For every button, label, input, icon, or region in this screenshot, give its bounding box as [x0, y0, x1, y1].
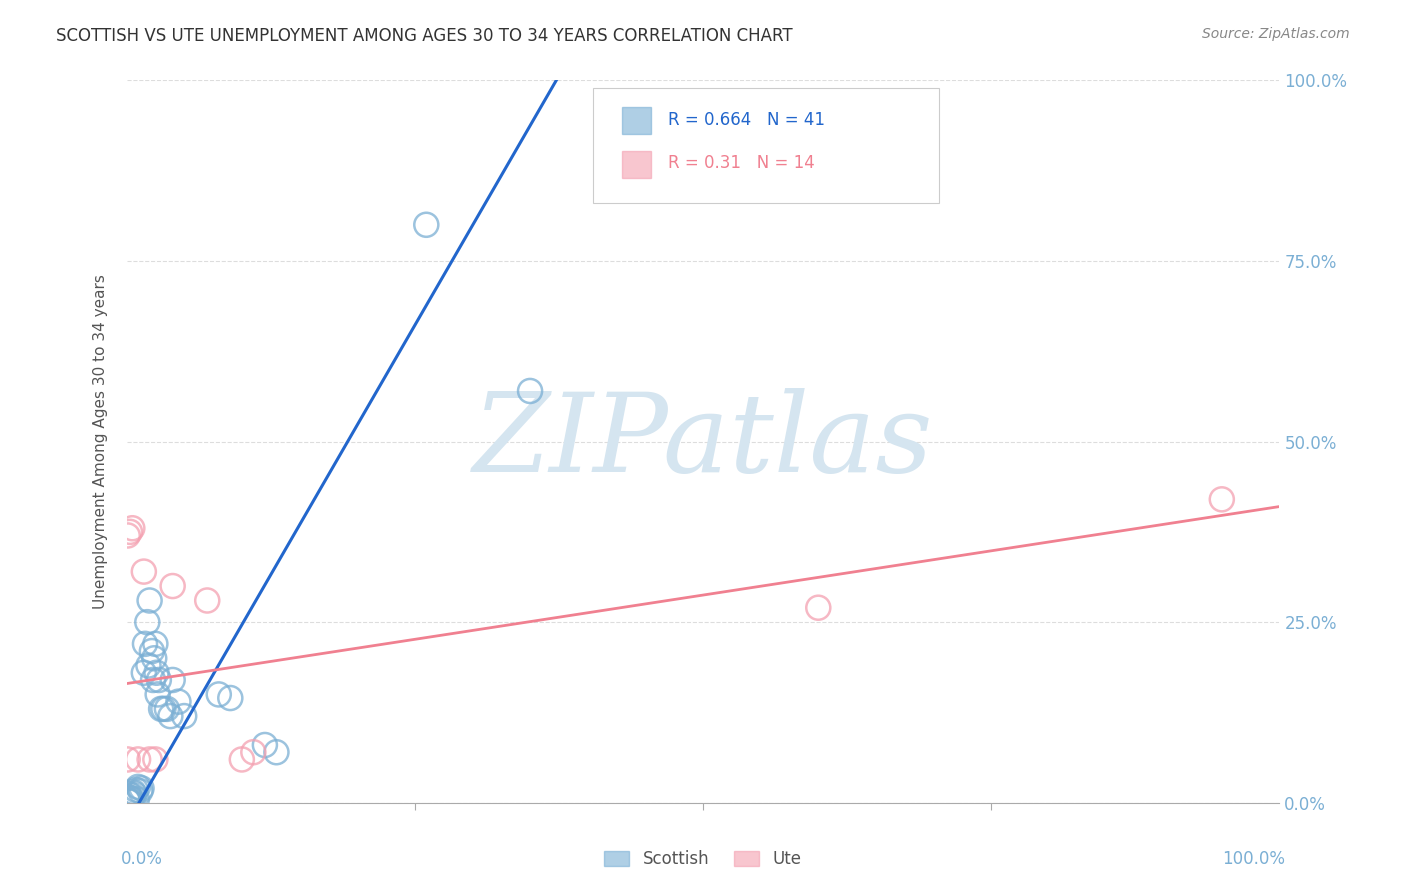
Point — [132, 565, 155, 579]
Point — [121, 521, 143, 535]
Point — [121, 789, 143, 803]
Point — [266, 745, 288, 759]
Point — [124, 787, 146, 801]
Point — [117, 790, 139, 805]
Point — [150, 702, 173, 716]
Point — [141, 644, 163, 658]
Point — [208, 687, 231, 701]
Point — [1211, 492, 1233, 507]
Text: SCOTTISH VS UTE UNEMPLOYMENT AMONG AGES 30 TO 34 YEARS CORRELATION CHART: SCOTTISH VS UTE UNEMPLOYMENT AMONG AGES … — [56, 27, 793, 45]
Point — [118, 790, 141, 805]
Point — [231, 752, 253, 766]
Point — [143, 651, 166, 665]
Point — [118, 794, 141, 808]
Point — [132, 665, 155, 680]
FancyBboxPatch shape — [623, 107, 651, 135]
Point — [145, 752, 166, 766]
Point — [148, 673, 170, 687]
Point — [242, 745, 264, 759]
Point — [118, 794, 141, 808]
Point — [159, 709, 181, 723]
Point — [173, 709, 195, 723]
Point — [162, 579, 184, 593]
Point — [519, 384, 541, 398]
Point — [118, 787, 141, 801]
Point — [138, 593, 160, 607]
Point — [145, 665, 167, 680]
Point — [142, 673, 165, 687]
Text: R = 0.664   N = 41: R = 0.664 N = 41 — [668, 111, 825, 129]
Text: R = 0.31   N = 14: R = 0.31 N = 14 — [668, 154, 815, 172]
Point — [138, 658, 160, 673]
Point — [125, 782, 148, 797]
Point — [131, 781, 153, 796]
Point — [127, 780, 149, 794]
Point — [219, 691, 242, 706]
Point — [129, 784, 152, 798]
Point — [162, 673, 184, 687]
Point — [117, 752, 139, 766]
Legend: Scottish, Ute: Scottish, Ute — [598, 844, 808, 875]
FancyBboxPatch shape — [593, 87, 939, 203]
Point — [253, 738, 276, 752]
Point — [146, 687, 169, 701]
Point — [136, 615, 159, 630]
Point — [152, 702, 174, 716]
Point — [195, 593, 218, 607]
FancyBboxPatch shape — [623, 151, 651, 178]
Point — [138, 752, 160, 766]
Point — [145, 637, 166, 651]
Text: 0.0%: 0.0% — [121, 850, 163, 868]
Point — [117, 792, 139, 806]
Point — [415, 218, 437, 232]
Point — [122, 785, 145, 799]
Text: Source: ZipAtlas.com: Source: ZipAtlas.com — [1202, 27, 1350, 41]
Point — [127, 752, 149, 766]
Point — [807, 600, 830, 615]
Point — [120, 791, 142, 805]
Point — [134, 637, 156, 651]
Point — [117, 794, 139, 808]
Point — [167, 695, 190, 709]
Text: ZIPatlas: ZIPatlas — [472, 388, 934, 495]
Point — [117, 528, 139, 542]
Point — [118, 524, 141, 539]
Point — [156, 702, 179, 716]
Point — [125, 792, 148, 806]
Text: 100.0%: 100.0% — [1222, 850, 1285, 868]
Y-axis label: Unemployment Among Ages 30 to 34 years: Unemployment Among Ages 30 to 34 years — [93, 274, 108, 609]
